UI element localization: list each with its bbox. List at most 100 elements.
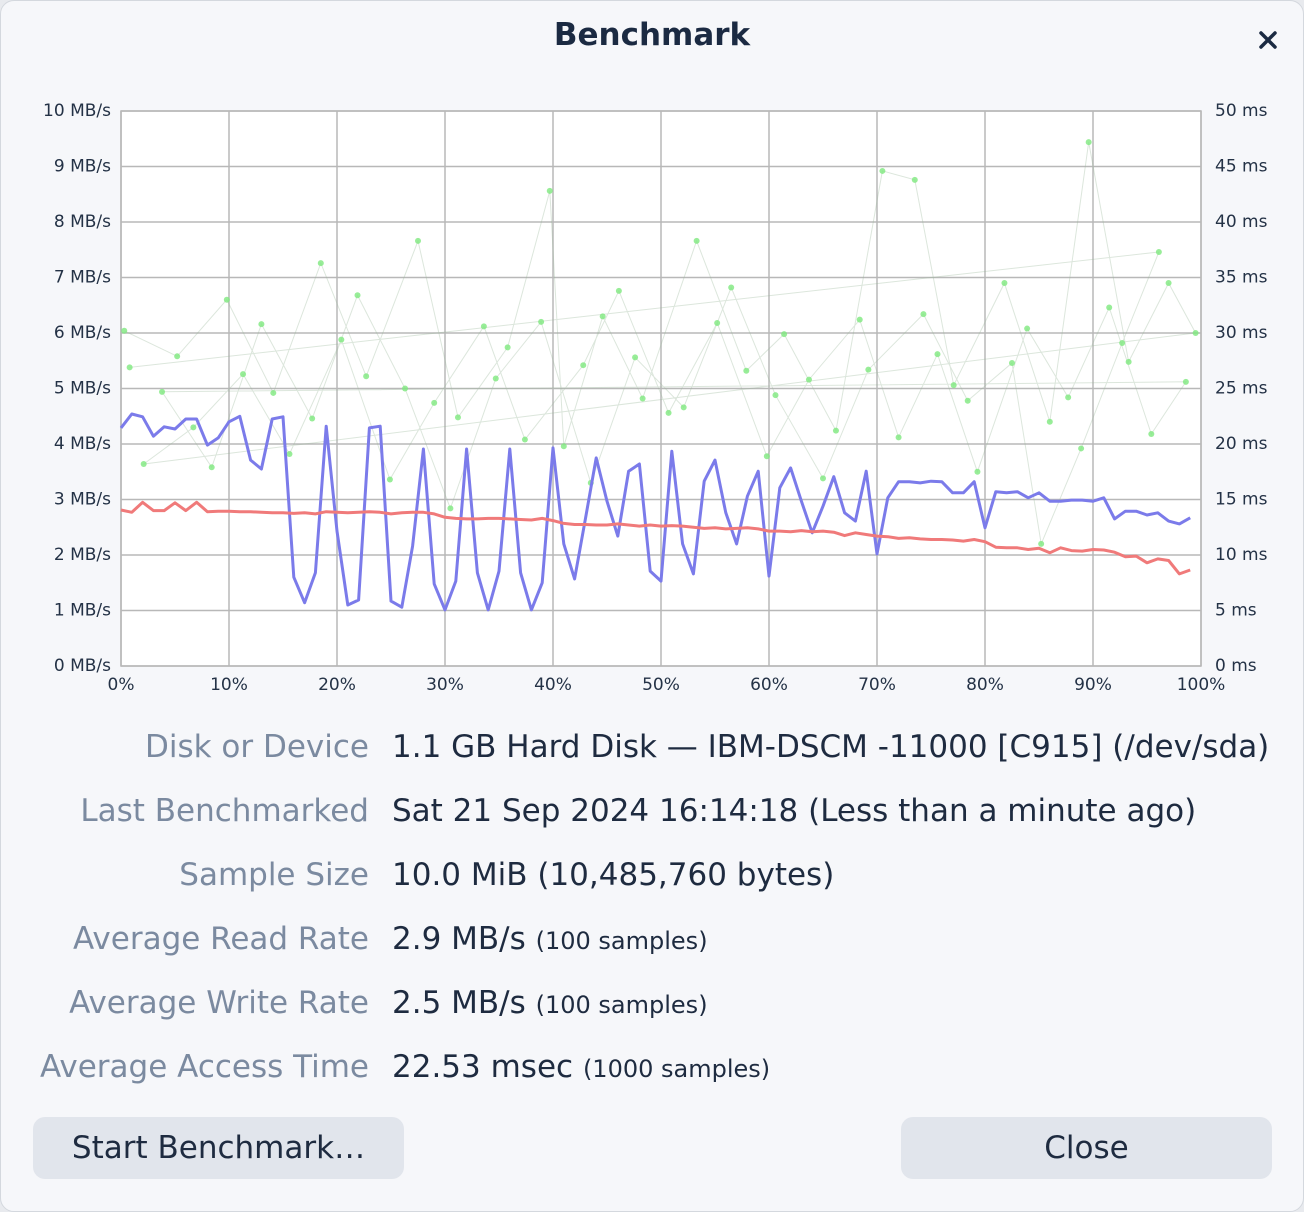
access-point: [805, 376, 812, 383]
access-point: [1078, 445, 1085, 452]
access-point: [911, 176, 918, 183]
access-point: [693, 237, 700, 244]
close-button[interactable]: Close: [901, 1117, 1272, 1179]
access-point: [632, 354, 639, 361]
info-row: Disk or Device 1.1 GB Hard Disk — IBM-DSC…: [1, 729, 1303, 769]
y-tick-label: 5 MB/s: [54, 379, 111, 399]
x-tick-label: 40%: [534, 675, 572, 695]
access-point: [492, 375, 499, 382]
info-value-text: 22.53 msec: [392, 1049, 574, 1085]
info-note: (1000 samples): [582, 1055, 771, 1083]
y2-tick-label: 50 ms: [1215, 101, 1268, 121]
access-point: [1148, 431, 1155, 438]
access-point: [126, 364, 133, 371]
info-value-text: Sat 21 Sep 2024 16:14:18 (Less than a mi…: [392, 793, 1197, 829]
y2-tick-label: 25 ms: [1215, 379, 1268, 399]
info-value: 2.9 MB/s (100 samples): [392, 921, 708, 957]
rate-line: [120, 500, 1191, 576]
y-tick-label: 3 MB/s: [54, 490, 111, 510]
y-tick-label: 10 MB/s: [43, 101, 111, 121]
access-point: [665, 409, 672, 416]
access-point: [174, 353, 181, 360]
info-value: 10.0 MiB (10,485,760 bytes): [392, 857, 834, 893]
info-row: Average Access Time 22.53 msec (1000 samp…: [1, 1049, 1303, 1089]
access-point: [431, 399, 438, 406]
y2-tick-label: 30 ms: [1215, 323, 1268, 343]
access-point: [454, 414, 461, 421]
info-label: Last Benchmarked: [80, 793, 369, 829]
info-label: Disk or Device: [144, 729, 369, 765]
access-point: [781, 331, 788, 338]
info-value-text: 2.5 MB/s: [392, 985, 526, 1021]
info-row: Average Write Rate 2.5 MB/s (100 samples): [1, 985, 1303, 1025]
access-point: [447, 505, 454, 512]
access-point: [270, 389, 277, 396]
access-point: [743, 367, 750, 374]
info-row: Sample Size 10.0 MiB (10,485,760 bytes): [1, 857, 1303, 897]
info-label: Average Read Rate: [73, 921, 369, 957]
access-point: [599, 313, 606, 320]
access-point: [480, 323, 487, 330]
access-point: [546, 187, 553, 194]
access-point: [820, 475, 826, 482]
access-point: [895, 434, 902, 441]
x-tick-label: 0%: [108, 675, 135, 695]
y2-tick-label: 15 ms: [1215, 490, 1268, 510]
access-point: [832, 427, 839, 434]
start-button[interactable]: Start Benchmark…: [33, 1117, 404, 1179]
x-tick-label: 30%: [426, 675, 464, 695]
y-tick-label: 0 MB/s: [54, 656, 111, 676]
info-value-text: 10.0 MiB (10,485,760 bytes): [392, 857, 835, 893]
access-point: [763, 453, 770, 460]
y-tick-label: 2 MB/s: [54, 545, 111, 565]
plot-border: [120, 110, 1202, 667]
y-tick-label: 8 MB/s: [54, 212, 111, 232]
access-point: [386, 476, 393, 483]
x-tick-label: 20%: [318, 675, 356, 695]
access-point: [1046, 418, 1053, 425]
x-tick-label: 80%: [966, 675, 1004, 695]
info-value: 22.53 msec (1000 samples): [392, 1049, 770, 1085]
access-point: [856, 316, 863, 323]
info-value: Sat 21 Sep 2024 16:14:18 (Less than a mi…: [392, 793, 1196, 829]
access-point: [615, 287, 622, 294]
access-point: [402, 385, 409, 392]
info-note: (100 samples): [535, 991, 708, 1019]
access-point: [190, 424, 197, 431]
access-point: [121, 327, 128, 334]
access-point: [974, 468, 981, 475]
y-tick-label: 6 MB/s: [54, 323, 111, 343]
close-icon[interactable]: [1257, 29, 1279, 51]
access-point: [560, 443, 567, 450]
access-point: [258, 321, 265, 328]
access-point: [223, 296, 230, 303]
y2-tick-label: 35 ms: [1215, 268, 1268, 288]
info-value-text: 2.9 MB/s: [392, 921, 526, 957]
access-point: [1125, 358, 1132, 365]
x-tick-label: 50%: [642, 675, 680, 695]
x-tick-label: 100%: [1177, 675, 1226, 695]
access-point: [286, 450, 293, 457]
access-point: [1155, 248, 1162, 255]
info-value-text: 1.1 GB Hard Disk — IBM-DSCM -11000 [C915…: [392, 729, 1270, 765]
access-point: [865, 366, 872, 373]
access-point: [415, 237, 421, 244]
access-point: [879, 167, 886, 174]
y2-tick-label: 40 ms: [1215, 212, 1268, 232]
access-point: [1024, 325, 1031, 332]
info-value: 2.5 MB/s (100 samples): [392, 985, 708, 1021]
y-tick-label: 7 MB/s: [54, 268, 111, 288]
access-point: [208, 464, 215, 471]
x-tick-label: 10%: [210, 675, 248, 695]
y-tick-label: 1 MB/s: [54, 601, 111, 621]
access-point: [338, 336, 345, 343]
access-point: [964, 397, 971, 404]
info-note: (100 samples): [535, 927, 708, 955]
access-point: [140, 460, 147, 467]
info-label: Average Write Rate: [69, 985, 369, 1021]
access-point: [1001, 280, 1008, 287]
info-row: Average Read Rate 2.9 MB/s (100 samples): [1, 921, 1303, 961]
access-point: [714, 320, 721, 327]
access-point: [309, 415, 316, 422]
